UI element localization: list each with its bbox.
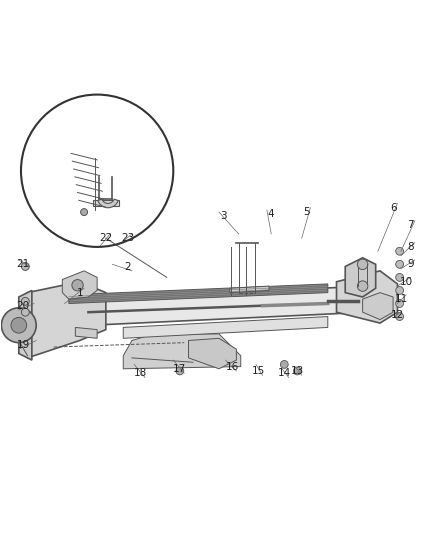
Polygon shape — [345, 258, 376, 297]
Text: 21: 21 — [17, 260, 30, 269]
Text: 15: 15 — [251, 366, 265, 376]
Polygon shape — [123, 317, 328, 338]
Text: 20: 20 — [17, 301, 30, 311]
Text: 14: 14 — [278, 368, 291, 378]
Text: 18: 18 — [134, 368, 147, 378]
Text: 10: 10 — [399, 277, 413, 287]
Circle shape — [293, 367, 301, 375]
Text: 16: 16 — [226, 361, 239, 372]
Circle shape — [11, 318, 27, 333]
Text: 2: 2 — [124, 262, 131, 271]
Polygon shape — [62, 271, 97, 299]
Polygon shape — [188, 338, 237, 369]
Circle shape — [396, 313, 403, 320]
Text: 22: 22 — [99, 233, 113, 243]
Text: 12: 12 — [391, 310, 404, 320]
Polygon shape — [230, 286, 269, 293]
Polygon shape — [28, 282, 106, 358]
Circle shape — [357, 259, 368, 270]
Circle shape — [396, 273, 403, 281]
Polygon shape — [123, 334, 241, 369]
Text: 7: 7 — [407, 220, 414, 230]
Text: 4: 4 — [268, 209, 275, 219]
Wedge shape — [98, 199, 118, 208]
Polygon shape — [75, 327, 97, 338]
Text: 19: 19 — [17, 340, 30, 350]
Text: 9: 9 — [407, 260, 414, 269]
Circle shape — [396, 247, 403, 255]
Circle shape — [21, 297, 29, 305]
Circle shape — [72, 279, 83, 291]
Polygon shape — [19, 290, 32, 360]
Circle shape — [357, 281, 368, 292]
Text: 1: 1 — [76, 288, 83, 297]
Text: 17: 17 — [173, 364, 187, 374]
Text: 6: 6 — [390, 203, 396, 213]
Circle shape — [21, 308, 29, 316]
Polygon shape — [45, 286, 367, 327]
Circle shape — [81, 208, 88, 215]
Text: 23: 23 — [121, 233, 134, 243]
Circle shape — [396, 300, 403, 308]
Circle shape — [1, 308, 36, 343]
Circle shape — [280, 360, 288, 368]
Text: 3: 3 — [220, 212, 226, 221]
Circle shape — [396, 287, 403, 294]
Text: 11: 11 — [395, 294, 408, 304]
Circle shape — [176, 367, 184, 375]
Text: 5: 5 — [303, 207, 309, 217]
Polygon shape — [336, 271, 397, 323]
Circle shape — [21, 263, 29, 270]
Polygon shape — [69, 284, 328, 303]
Text: 13: 13 — [291, 366, 304, 376]
Polygon shape — [363, 293, 393, 320]
Circle shape — [396, 261, 403, 268]
FancyBboxPatch shape — [93, 200, 119, 206]
Text: 8: 8 — [407, 242, 414, 252]
